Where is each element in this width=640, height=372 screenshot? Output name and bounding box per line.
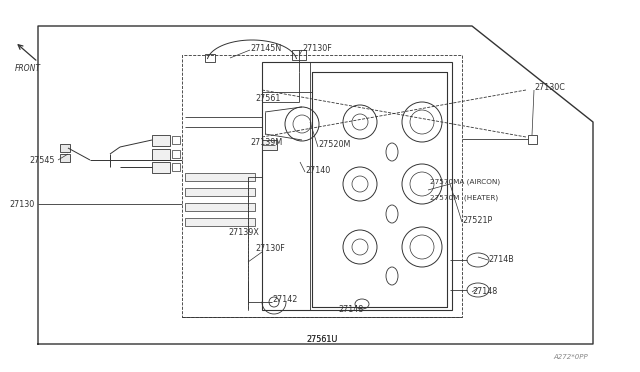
Text: FRONT: FRONT [15,64,41,73]
Text: 27561: 27561 [255,93,280,103]
Bar [60,154,70,162]
Bar [205,54,215,62]
Text: 27545: 27545 [29,155,55,164]
Bar [152,161,170,173]
Bar [152,148,170,160]
Text: 27130F: 27130F [255,244,285,253]
Text: 27521P: 27521P [462,215,492,224]
Text: 27520M: 27520M [318,140,350,148]
Text: 27570M  (HEATER): 27570M (HEATER) [430,195,498,201]
Text: 27140: 27140 [305,166,330,174]
Bar [185,203,255,211]
Text: 27139M: 27139M [250,138,282,147]
Text: 27130C: 27130C [534,83,565,92]
Text: 2714B: 2714B [488,256,514,264]
Bar [262,62,452,310]
Text: 27561U: 27561U [307,336,338,344]
Bar [185,218,255,226]
Bar [312,72,447,307]
Text: 27145N: 27145N [250,44,281,52]
Text: 27148: 27148 [338,305,364,314]
Text: 27139X: 27139X [228,228,259,237]
Text: 27130F: 27130F [302,44,332,52]
Text: 27148: 27148 [472,288,497,296]
Bar [292,50,306,60]
Text: 27142: 27142 [272,295,298,305]
Text: 27570MA (AIRCON): 27570MA (AIRCON) [430,179,500,185]
Text: A272*0PP: A272*0PP [553,354,588,360]
Bar [172,136,180,144]
Bar [262,140,277,150]
Bar [152,135,170,145]
Bar [172,163,180,171]
Text: 27561U: 27561U [307,336,338,344]
Bar [60,144,70,152]
Bar [185,188,255,196]
Bar [172,150,180,158]
Bar [185,173,255,181]
Text: 27130: 27130 [10,199,35,208]
Bar [182,55,462,317]
Bar [312,72,447,307]
Bar [528,135,537,144]
